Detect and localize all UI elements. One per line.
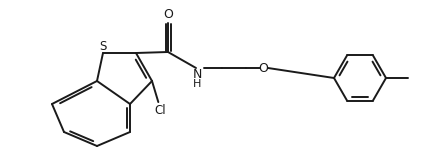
Text: Cl: Cl [155,104,166,117]
Text: H: H [193,79,201,89]
Text: O: O [163,8,173,22]
Text: S: S [99,39,107,53]
Text: O: O [258,61,268,75]
Text: N: N [192,68,202,81]
